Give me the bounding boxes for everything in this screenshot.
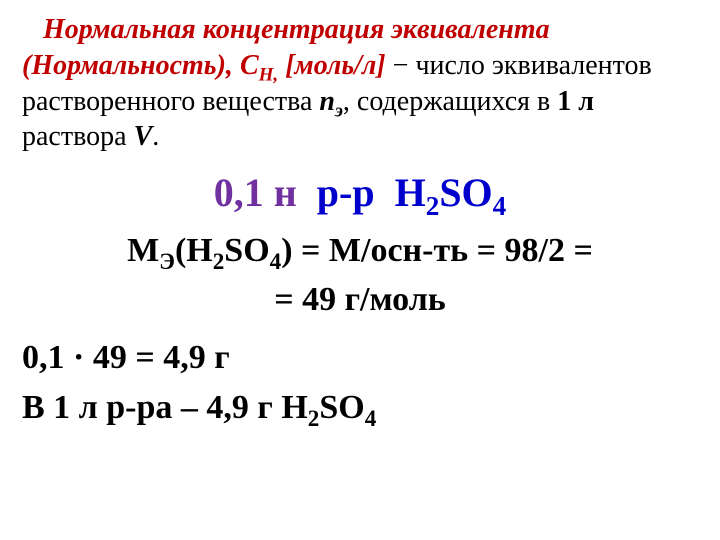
def-body-3: раствора xyxy=(22,121,134,152)
mass-calc-text: 0,1 · 49 = 4,9 г xyxy=(22,339,230,376)
symbol-C: С xyxy=(240,50,259,81)
def-period: . xyxy=(152,121,159,152)
open-paren-H: (H xyxy=(175,232,213,269)
result-H: H xyxy=(281,389,307,426)
result-four: 4 xyxy=(365,406,377,432)
me-rhs2: = 49 г/моль xyxy=(274,281,446,318)
symbol-H-sub: Н, xyxy=(259,64,279,85)
mass-calculation-line: 0,1 · 49 = 4,9 г xyxy=(22,339,698,377)
n-main: n xyxy=(319,86,335,117)
me-four: 4 xyxy=(270,249,282,275)
formula-2a: 2 xyxy=(426,191,440,221)
example-concentration-value: 0,1 н xyxy=(214,170,297,215)
formula-4: 4 xyxy=(493,191,507,221)
result-two: 2 xyxy=(308,406,320,432)
result-line: В 1 л р-ра – 4,9 г H2SO4 xyxy=(22,389,698,427)
me-two: 2 xyxy=(213,249,225,275)
formula-SO: SO xyxy=(439,170,492,215)
result-SO: SO xyxy=(319,389,364,426)
result-prefix: В 1 л р-ра – 4,9 г xyxy=(22,389,281,426)
example-separator: р-р xyxy=(297,170,395,215)
me-SO: SO xyxy=(224,232,269,269)
close-paren: ) xyxy=(281,232,292,269)
dash: − xyxy=(386,50,416,81)
molar-equivalent-line-1: МЭ(H2SO4) = М/осн-ть = 98/2 = xyxy=(22,230,698,273)
E-subscript: Э xyxy=(159,249,175,275)
symbol-CN: СН, xyxy=(240,50,278,81)
M-symbol: М xyxy=(127,232,159,269)
molar-equivalent-line-2: = 49 г/моль xyxy=(22,279,698,322)
me-rhs1: = М/осн-ть = 98/2 = xyxy=(293,232,593,269)
formula-H: H xyxy=(395,170,426,215)
example-concentration-line: 0,1 н р-р H2SO4 xyxy=(22,169,698,216)
V-symbol: V xyxy=(134,121,153,152)
definition-paragraph: Нормальная концентрация эквивалента (Нор… xyxy=(22,12,698,155)
n-sub: э xyxy=(335,100,343,121)
def-body-2: , содержащихся в xyxy=(343,86,557,117)
slide-container: Нормальная концентрация эквивалента (Нор… xyxy=(0,0,720,540)
n-symbol: nэ xyxy=(319,86,342,117)
indent xyxy=(22,14,43,45)
one-liter-bold: 1 л xyxy=(557,86,594,117)
unit-mol-per-l: [моль/л] xyxy=(285,50,385,81)
